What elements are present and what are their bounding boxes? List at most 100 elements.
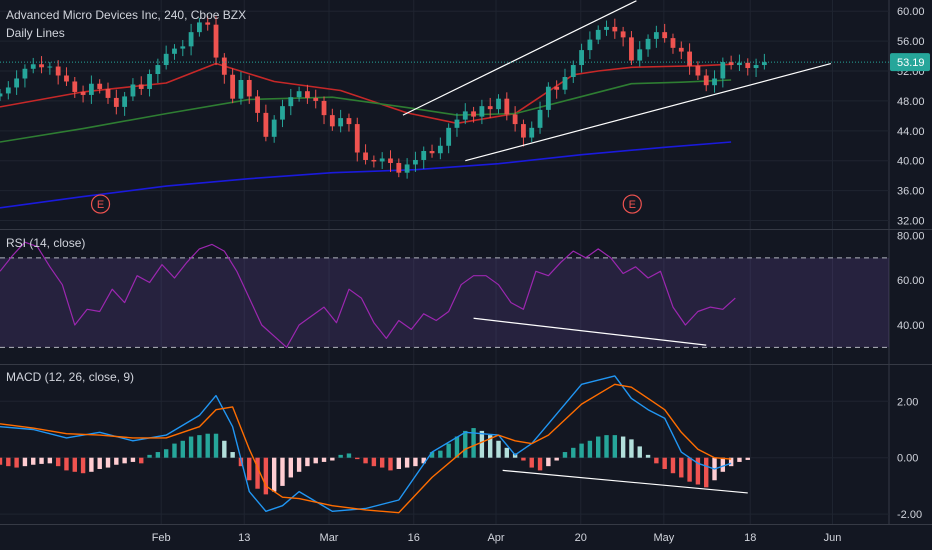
candle-body bbox=[512, 114, 518, 125]
time-tick-label: 16 bbox=[408, 532, 420, 544]
candle-body bbox=[421, 151, 427, 160]
candle-body bbox=[487, 106, 493, 110]
macd-histogram-bar bbox=[612, 435, 618, 458]
macd-histogram-bar bbox=[130, 457, 136, 462]
candle-body bbox=[329, 115, 335, 127]
candle-body bbox=[620, 31, 626, 38]
candle-body bbox=[263, 112, 269, 137]
rsi-band bbox=[0, 257, 889, 348]
macd-histogram-bar bbox=[379, 457, 385, 468]
macd-histogram-bar bbox=[728, 457, 734, 467]
macd-histogram-bar bbox=[396, 457, 402, 469]
macd-histogram-bar bbox=[263, 457, 269, 495]
last-price-badge bbox=[890, 53, 930, 72]
time-tick-label: May bbox=[653, 532, 674, 544]
candle-body bbox=[30, 64, 36, 69]
candle-body bbox=[604, 26, 609, 30]
candle-body bbox=[363, 152, 368, 160]
candle-body bbox=[737, 62, 742, 66]
rsi-trendline bbox=[473, 317, 707, 346]
candle-body bbox=[147, 74, 152, 89]
macd-histogram-bar bbox=[421, 457, 426, 464]
macd-histogram-bar bbox=[296, 457, 302, 472]
time-tick-label: Jun bbox=[824, 532, 842, 544]
candle-body bbox=[396, 162, 402, 173]
macd-histogram-bar bbox=[479, 430, 485, 458]
macd-histogram-bar bbox=[80, 457, 86, 474]
candle-body bbox=[80, 91, 86, 95]
macd-histogram-bar bbox=[413, 457, 418, 467]
macd-histogram-bar bbox=[446, 443, 451, 458]
macd-histogram-bar bbox=[596, 436, 601, 458]
candle-body bbox=[388, 158, 393, 163]
rsi-line bbox=[0, 241, 736, 348]
macd-histogram-bar bbox=[355, 457, 360, 460]
candle-body bbox=[255, 96, 260, 113]
candle-body bbox=[163, 53, 169, 66]
macd-histogram-bar bbox=[163, 449, 169, 458]
macd-histogram-bar bbox=[213, 433, 219, 458]
price-tick-label: 48.00 bbox=[897, 96, 925, 108]
candle-body bbox=[313, 97, 319, 101]
candle-body bbox=[230, 74, 236, 99]
candle-body bbox=[379, 158, 385, 162]
macd-histogram-bar bbox=[438, 450, 443, 458]
macd-histogram-bar bbox=[695, 457, 701, 485]
macd-histogram-bar bbox=[720, 457, 726, 472]
macd-histogram-bar bbox=[89, 457, 94, 472]
macd-histogram-bar bbox=[222, 440, 227, 458]
candle-body bbox=[479, 106, 485, 117]
candle-body bbox=[97, 83, 103, 89]
macd-histogram-bar bbox=[662, 457, 667, 469]
candle-body bbox=[72, 81, 78, 92]
macd-histogram-bar bbox=[31, 457, 36, 465]
candle-body bbox=[296, 91, 302, 98]
macd-histogram-bar bbox=[429, 452, 435, 458]
time-tick-label: Feb bbox=[152, 532, 171, 544]
candle-body bbox=[712, 78, 717, 86]
macd-tick-label: 0.00 bbox=[897, 453, 918, 465]
moving-average-line bbox=[0, 141, 732, 209]
time-tick-label: Apr bbox=[487, 532, 504, 544]
macd-histogram-bar bbox=[388, 457, 393, 471]
macd-histogram-bar bbox=[404, 457, 410, 468]
candle-body bbox=[22, 68, 28, 79]
time-tick-label: 18 bbox=[744, 532, 756, 544]
macd-histogram-bar bbox=[155, 452, 161, 458]
macd-histogram-bar bbox=[313, 457, 318, 464]
time-tick-label: 20 bbox=[575, 532, 587, 544]
macd-histogram-bar bbox=[338, 454, 343, 458]
macd-histogram-bar bbox=[305, 457, 310, 467]
macd-histogram-bar bbox=[637, 446, 642, 458]
candle-body bbox=[271, 119, 277, 137]
macd-histogram-bar bbox=[521, 457, 526, 461]
candle-body bbox=[39, 64, 44, 68]
candle-body bbox=[113, 97, 119, 107]
candle-body bbox=[496, 98, 501, 110]
candle-body bbox=[14, 78, 20, 88]
macd-line bbox=[0, 383, 732, 514]
symbol-title: Advanced Micro Devices Inc, 240, Cboe BZ… bbox=[6, 8, 247, 22]
macd-histogram-bar bbox=[97, 457, 102, 469]
macd-histogram-bar bbox=[39, 457, 44, 464]
candle-body bbox=[122, 96, 128, 107]
candle-body bbox=[172, 48, 177, 54]
macd-histogram-bar bbox=[463, 430, 468, 458]
candle-body bbox=[413, 159, 418, 165]
candle-body bbox=[545, 86, 551, 110]
macd-histogram-bar bbox=[670, 457, 676, 474]
macd-histogram-bar bbox=[122, 457, 127, 464]
candle-body bbox=[703, 75, 709, 86]
time-tick-label: Mar bbox=[320, 532, 339, 544]
macd-histogram-bar bbox=[147, 454, 152, 458]
macd-histogram-bar bbox=[280, 457, 285, 486]
candle-body bbox=[47, 66, 53, 68]
macd-histogram-bar bbox=[271, 457, 277, 492]
rsi-tick-label: 80.00 bbox=[897, 230, 925, 242]
candle-body bbox=[554, 86, 560, 90]
candle-body bbox=[637, 49, 643, 61]
macd-histogram-bar bbox=[22, 457, 28, 467]
trendline bbox=[402, 0, 637, 116]
candle-body bbox=[130, 84, 136, 97]
